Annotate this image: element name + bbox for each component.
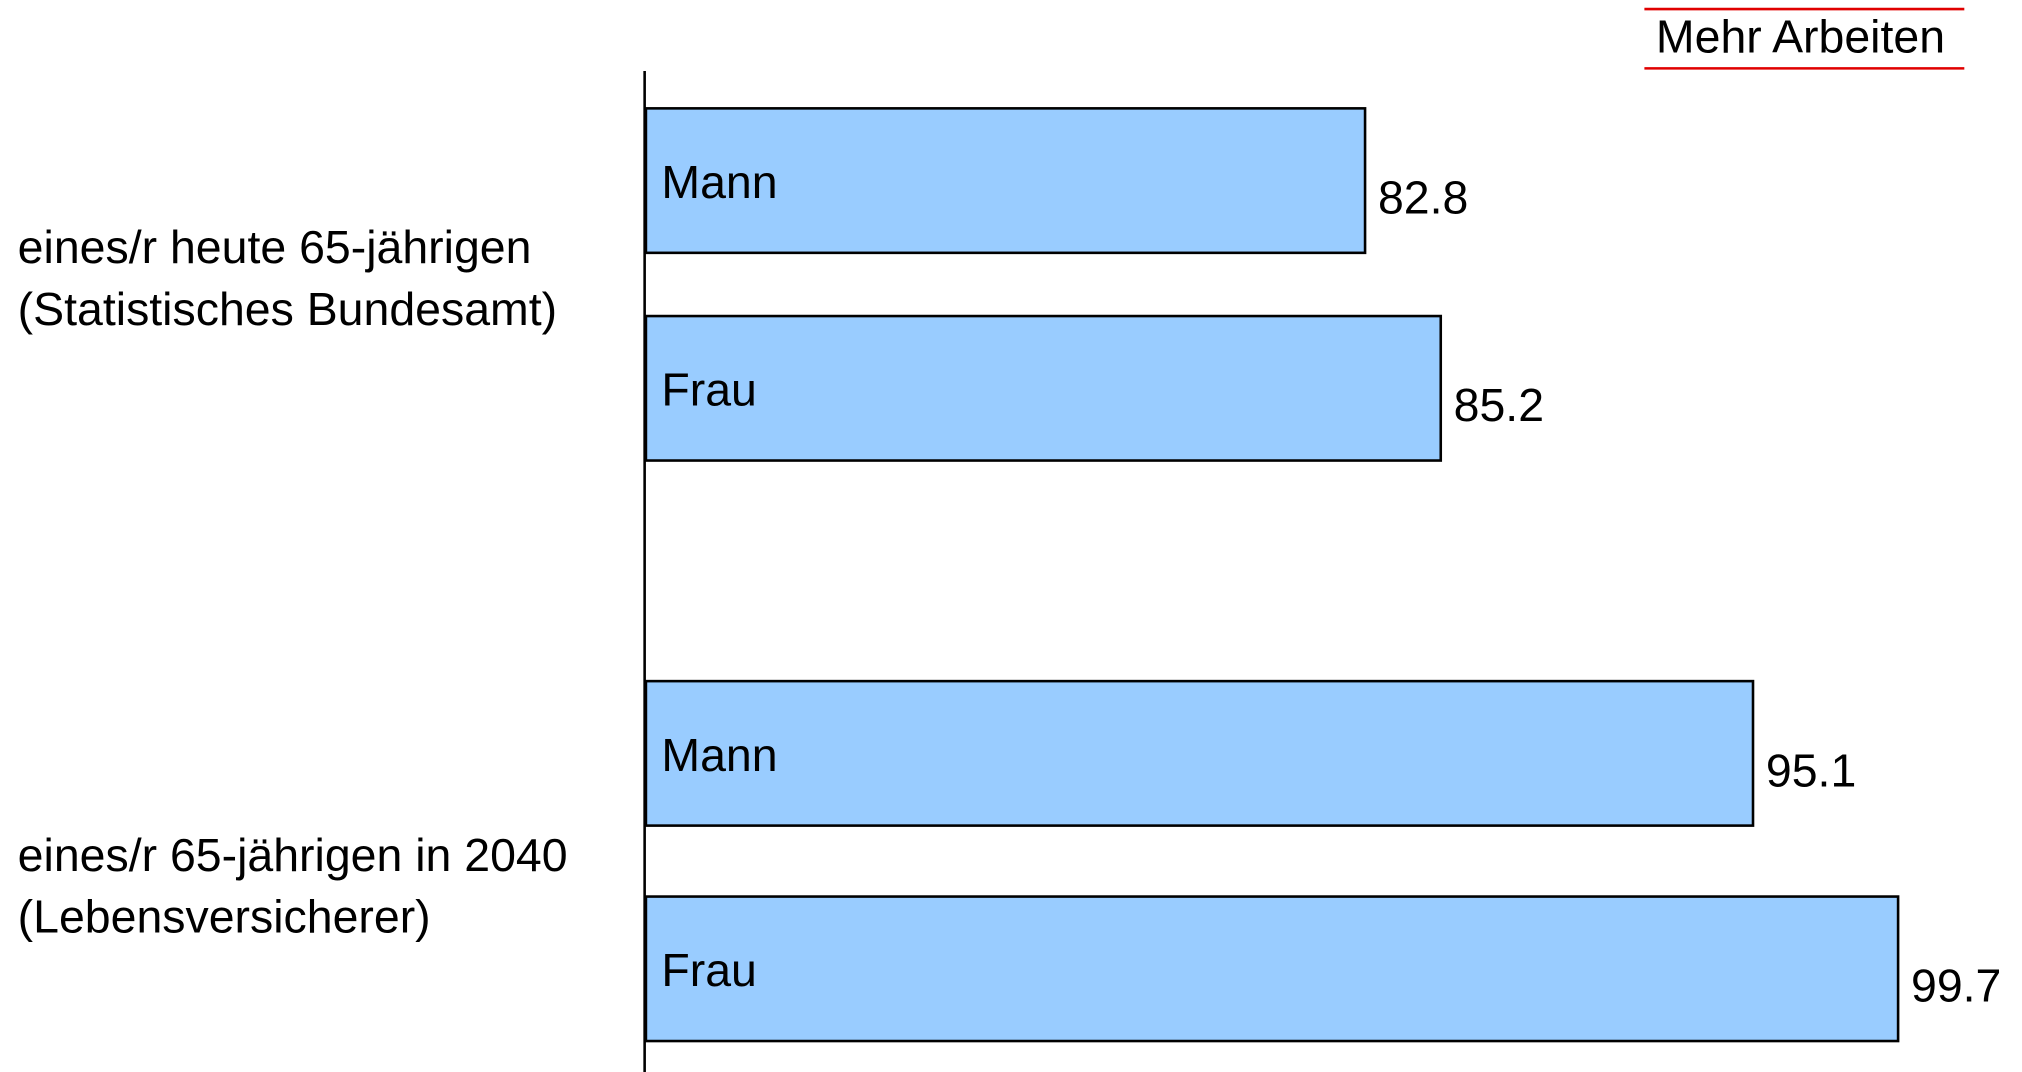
bar-label: Frau <box>661 944 756 996</box>
bar <box>644 895 1900 1043</box>
value-label: 95.1 <box>1766 744 1856 796</box>
bar-label: Mann <box>661 729 777 781</box>
value-label: 99.7 <box>1911 960 2001 1012</box>
bar <box>644 107 1367 255</box>
group-label: eines/r heute 65-jährigen <box>18 221 532 273</box>
bar-label: Frau <box>661 364 756 416</box>
group-label: (Statistisches Bundesamt) <box>18 283 557 335</box>
group-label: eines/r 65-jährigen in 2040 <box>18 829 568 881</box>
value-label: 82.8 <box>1378 172 1468 224</box>
group-label: (Lebensversicherer) <box>18 891 431 943</box>
chart-title: Mehr Arbeiten <box>1656 10 1945 62</box>
bar <box>644 314 1443 462</box>
bar-label: Mann <box>661 156 777 208</box>
bar <box>644 679 1755 827</box>
value-label: 85.2 <box>1454 379 1544 431</box>
